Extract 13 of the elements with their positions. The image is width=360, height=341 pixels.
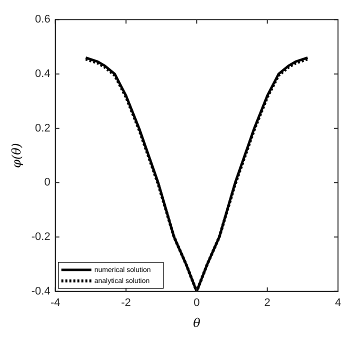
x-tick-label: -4 bbox=[50, 297, 60, 310]
y-tick-label: -0.2 bbox=[31, 231, 50, 244]
y-tick-label: -0.4 bbox=[31, 285, 50, 298]
x-tick-label: 0 bbox=[194, 297, 200, 310]
y-axis-title: φ(θ) bbox=[9, 142, 24, 168]
y-tick-label: 0.6 bbox=[35, 14, 50, 26]
y-tick-label: 0.4 bbox=[35, 68, 50, 80]
x-axis-title: θ bbox=[193, 316, 202, 330]
y-tick-label: 0 bbox=[44, 176, 50, 189]
x-tick-label: -2 bbox=[121, 297, 131, 310]
x-tick-label: 2 bbox=[264, 297, 270, 310]
x-tick-label: 4 bbox=[334, 297, 342, 310]
y-tick-label: 0.2 bbox=[35, 122, 50, 134]
